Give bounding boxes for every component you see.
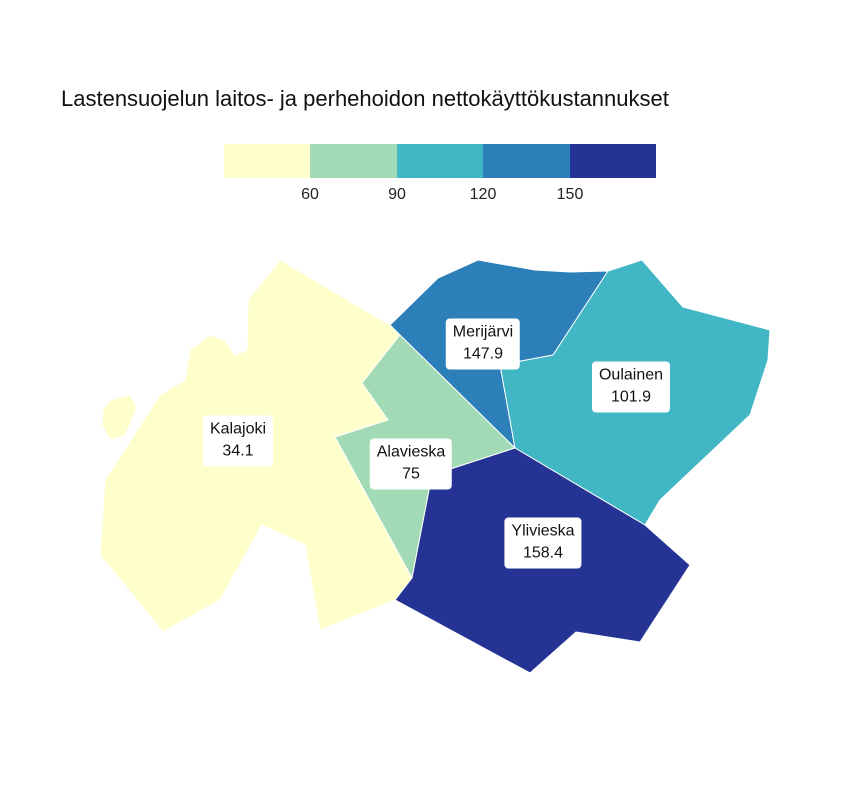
label-alavieska-name: Alavieska: [376, 443, 446, 461]
legend-tick-150: 150: [556, 186, 584, 203]
legend-tick-60: 60: [301, 186, 319, 203]
label-ylivieska-value: 158.4: [522, 544, 564, 562]
label-ylivieska: Ylivieska 158.4: [504, 517, 582, 569]
region-kalajoki-island[interactable]: [101, 394, 138, 441]
map-title: Lastensuojelun laitos- ja perhehoidon ne…: [61, 86, 669, 111]
legend-tick-90: 90: [388, 186, 406, 203]
label-kalajoki-value: 34.1: [222, 442, 254, 460]
legend-swatch-1: [224, 144, 311, 178]
label-kalajoki: Kalajoki 34.1: [202, 415, 274, 467]
label-kalajoki-name: Kalajoki: [209, 420, 267, 438]
legend-swatch-5: [569, 144, 657, 178]
label-alavieska: Alavieska 75: [369, 438, 453, 490]
label-merijarvi-name: Merijärvi: [452, 323, 514, 341]
label-ylivieska-name: Ylivieska: [511, 522, 575, 540]
color-legend: [224, 144, 657, 178]
label-merijarvi: Merijärvi 147.9: [445, 318, 521, 370]
label-oulainen-name: Oulainen: [598, 366, 664, 384]
legend-swatch-3: [396, 144, 484, 178]
label-oulainen: Oulainen 101.9: [591, 361, 671, 413]
legend-tick-120: 120: [469, 186, 497, 203]
legend-swatch-2: [310, 144, 397, 178]
label-alavieska-value: 75: [402, 465, 420, 483]
legend-swatch-4: [483, 144, 570, 178]
label-merijarvi-value: 147.9: [462, 345, 504, 363]
label-oulainen-value: 101.9: [610, 388, 652, 406]
